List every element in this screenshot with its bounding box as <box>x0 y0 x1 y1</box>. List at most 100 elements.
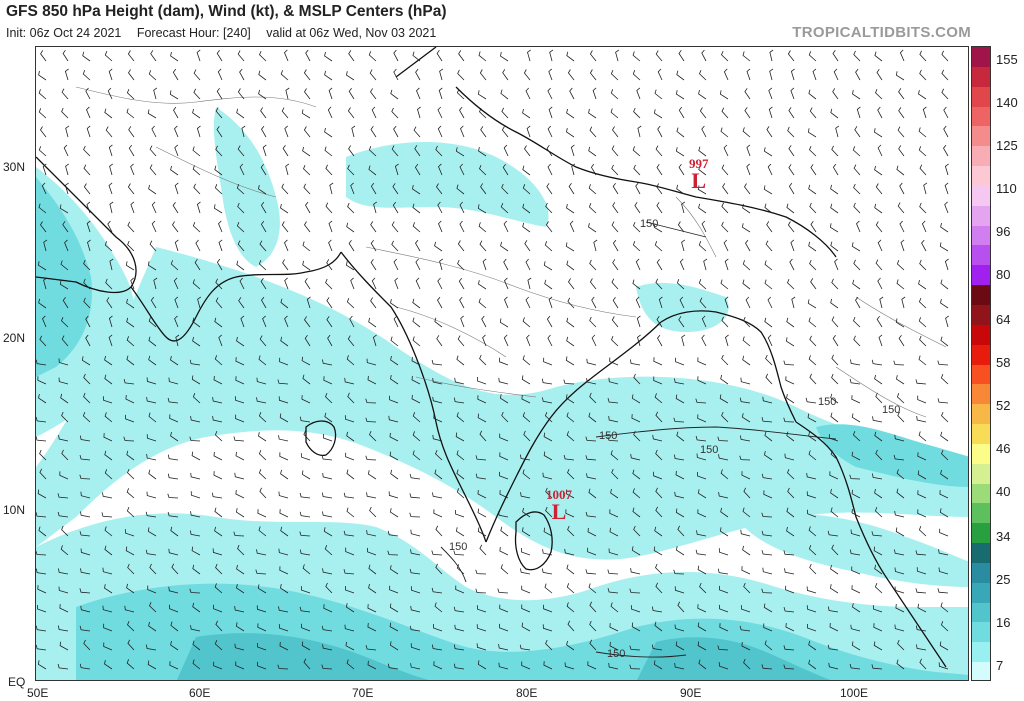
wind-barb <box>170 165 179 176</box>
wind-barb <box>410 663 421 670</box>
wind-barb <box>148 412 157 423</box>
wind-barb <box>478 280 487 290</box>
wind-barb <box>872 605 883 613</box>
wind-barb <box>763 147 773 157</box>
wind-barb <box>917 490 927 499</box>
wind-barb <box>922 106 927 119</box>
wind-barb <box>301 356 311 366</box>
lon-label-80e: 80E <box>516 686 538 700</box>
wind-barb <box>852 431 861 442</box>
wind-barb <box>698 165 707 176</box>
wind-barb <box>279 566 289 575</box>
wind-barb <box>764 260 773 271</box>
wind-barb <box>126 336 135 347</box>
wind-barb <box>724 258 729 271</box>
wind-barb <box>277 664 289 670</box>
wind-barb <box>368 317 377 328</box>
wind-barb <box>409 493 421 499</box>
wind-barb <box>761 530 773 537</box>
wind-barb <box>373 201 378 214</box>
wind-barb <box>568 182 575 195</box>
wind-barb <box>566 564 575 575</box>
wind-barb <box>86 125 91 138</box>
wind-barb <box>678 316 685 328</box>
wind-barb <box>896 165 905 176</box>
wind-barb <box>569 87 575 100</box>
wind-barb <box>102 605 113 613</box>
wind-barb <box>215 563 223 575</box>
wind-barb <box>786 431 795 442</box>
wind-barb <box>391 221 399 233</box>
wind-barb <box>921 220 927 233</box>
pressure-value: 1007 <box>546 487 572 502</box>
wind-barb <box>192 393 201 404</box>
wind-barb <box>370 221 377 233</box>
wind-barb <box>633 107 641 119</box>
wind-barb <box>387 550 399 556</box>
wind-barb <box>102 396 113 404</box>
wind-barb <box>522 165 531 176</box>
lat-label-eq: EQ <box>8 675 26 689</box>
wind-barb <box>526 125 531 138</box>
wind-barb <box>699 582 707 594</box>
wind-barb <box>500 52 509 62</box>
wind-barb <box>324 51 333 62</box>
wind-barb <box>675 641 685 651</box>
wind-barb <box>878 334 883 347</box>
colorbar-label: 110 <box>996 181 1017 196</box>
wind-barb <box>149 164 157 176</box>
wind-barb <box>831 544 839 556</box>
wind-barb <box>697 489 707 499</box>
wind-barb <box>85 87 91 100</box>
wind-barb <box>347 392 355 404</box>
wind-barb <box>189 436 201 442</box>
colorbar-segment <box>972 384 990 405</box>
wind-barb <box>830 564 839 575</box>
wind-barb <box>855 296 861 309</box>
wind-barb <box>389 585 399 594</box>
wind-barb <box>697 376 707 385</box>
wind-barb <box>237 50 245 62</box>
wind-barb <box>697 641 707 651</box>
wind-barb <box>475 569 487 575</box>
wind-barb <box>368 165 377 176</box>
wind-barb <box>64 239 69 252</box>
wind-barb <box>347 335 355 347</box>
wind-barb <box>431 587 443 594</box>
wind-barb <box>216 126 223 138</box>
wind-barb <box>37 261 47 271</box>
wind-barb <box>851 451 861 461</box>
wind-barb <box>919 658 927 670</box>
colorbar-label: 140 <box>996 95 1018 110</box>
wind-barb <box>258 469 267 480</box>
wind-barb <box>324 545 333 556</box>
wind-barb <box>435 563 443 575</box>
colorbar-segment <box>972 562 990 584</box>
wind-barb <box>149 145 157 157</box>
wind-barb <box>390 375 399 385</box>
wind-barb <box>476 643 487 651</box>
wind-barb <box>302 374 311 385</box>
wind-barb <box>636 315 641 328</box>
wind-barb <box>787 487 795 499</box>
wind-barb <box>653 357 663 366</box>
wind-barb <box>148 355 157 366</box>
wind-barb <box>898 145 905 157</box>
wind-barb <box>348 87 355 100</box>
wind-barb <box>871 531 883 537</box>
wind-barb <box>851 566 861 575</box>
wind-barb <box>455 432 465 442</box>
wind-barb <box>742 545 751 556</box>
forecast-hour: Forecast Hour: [240] <box>136 26 251 40</box>
wind-barb <box>585 511 597 518</box>
wind-barb <box>543 357 553 366</box>
wind-barb <box>434 241 443 252</box>
pressure-value: 997 <box>689 156 709 171</box>
wind-barb <box>499 394 509 404</box>
wind-barb <box>830 203 839 214</box>
wind-barb <box>235 376 245 385</box>
wind-barb <box>808 450 817 461</box>
wind-barb <box>894 434 905 442</box>
wind-barb <box>769 68 774 81</box>
wind-barb <box>103 433 113 442</box>
